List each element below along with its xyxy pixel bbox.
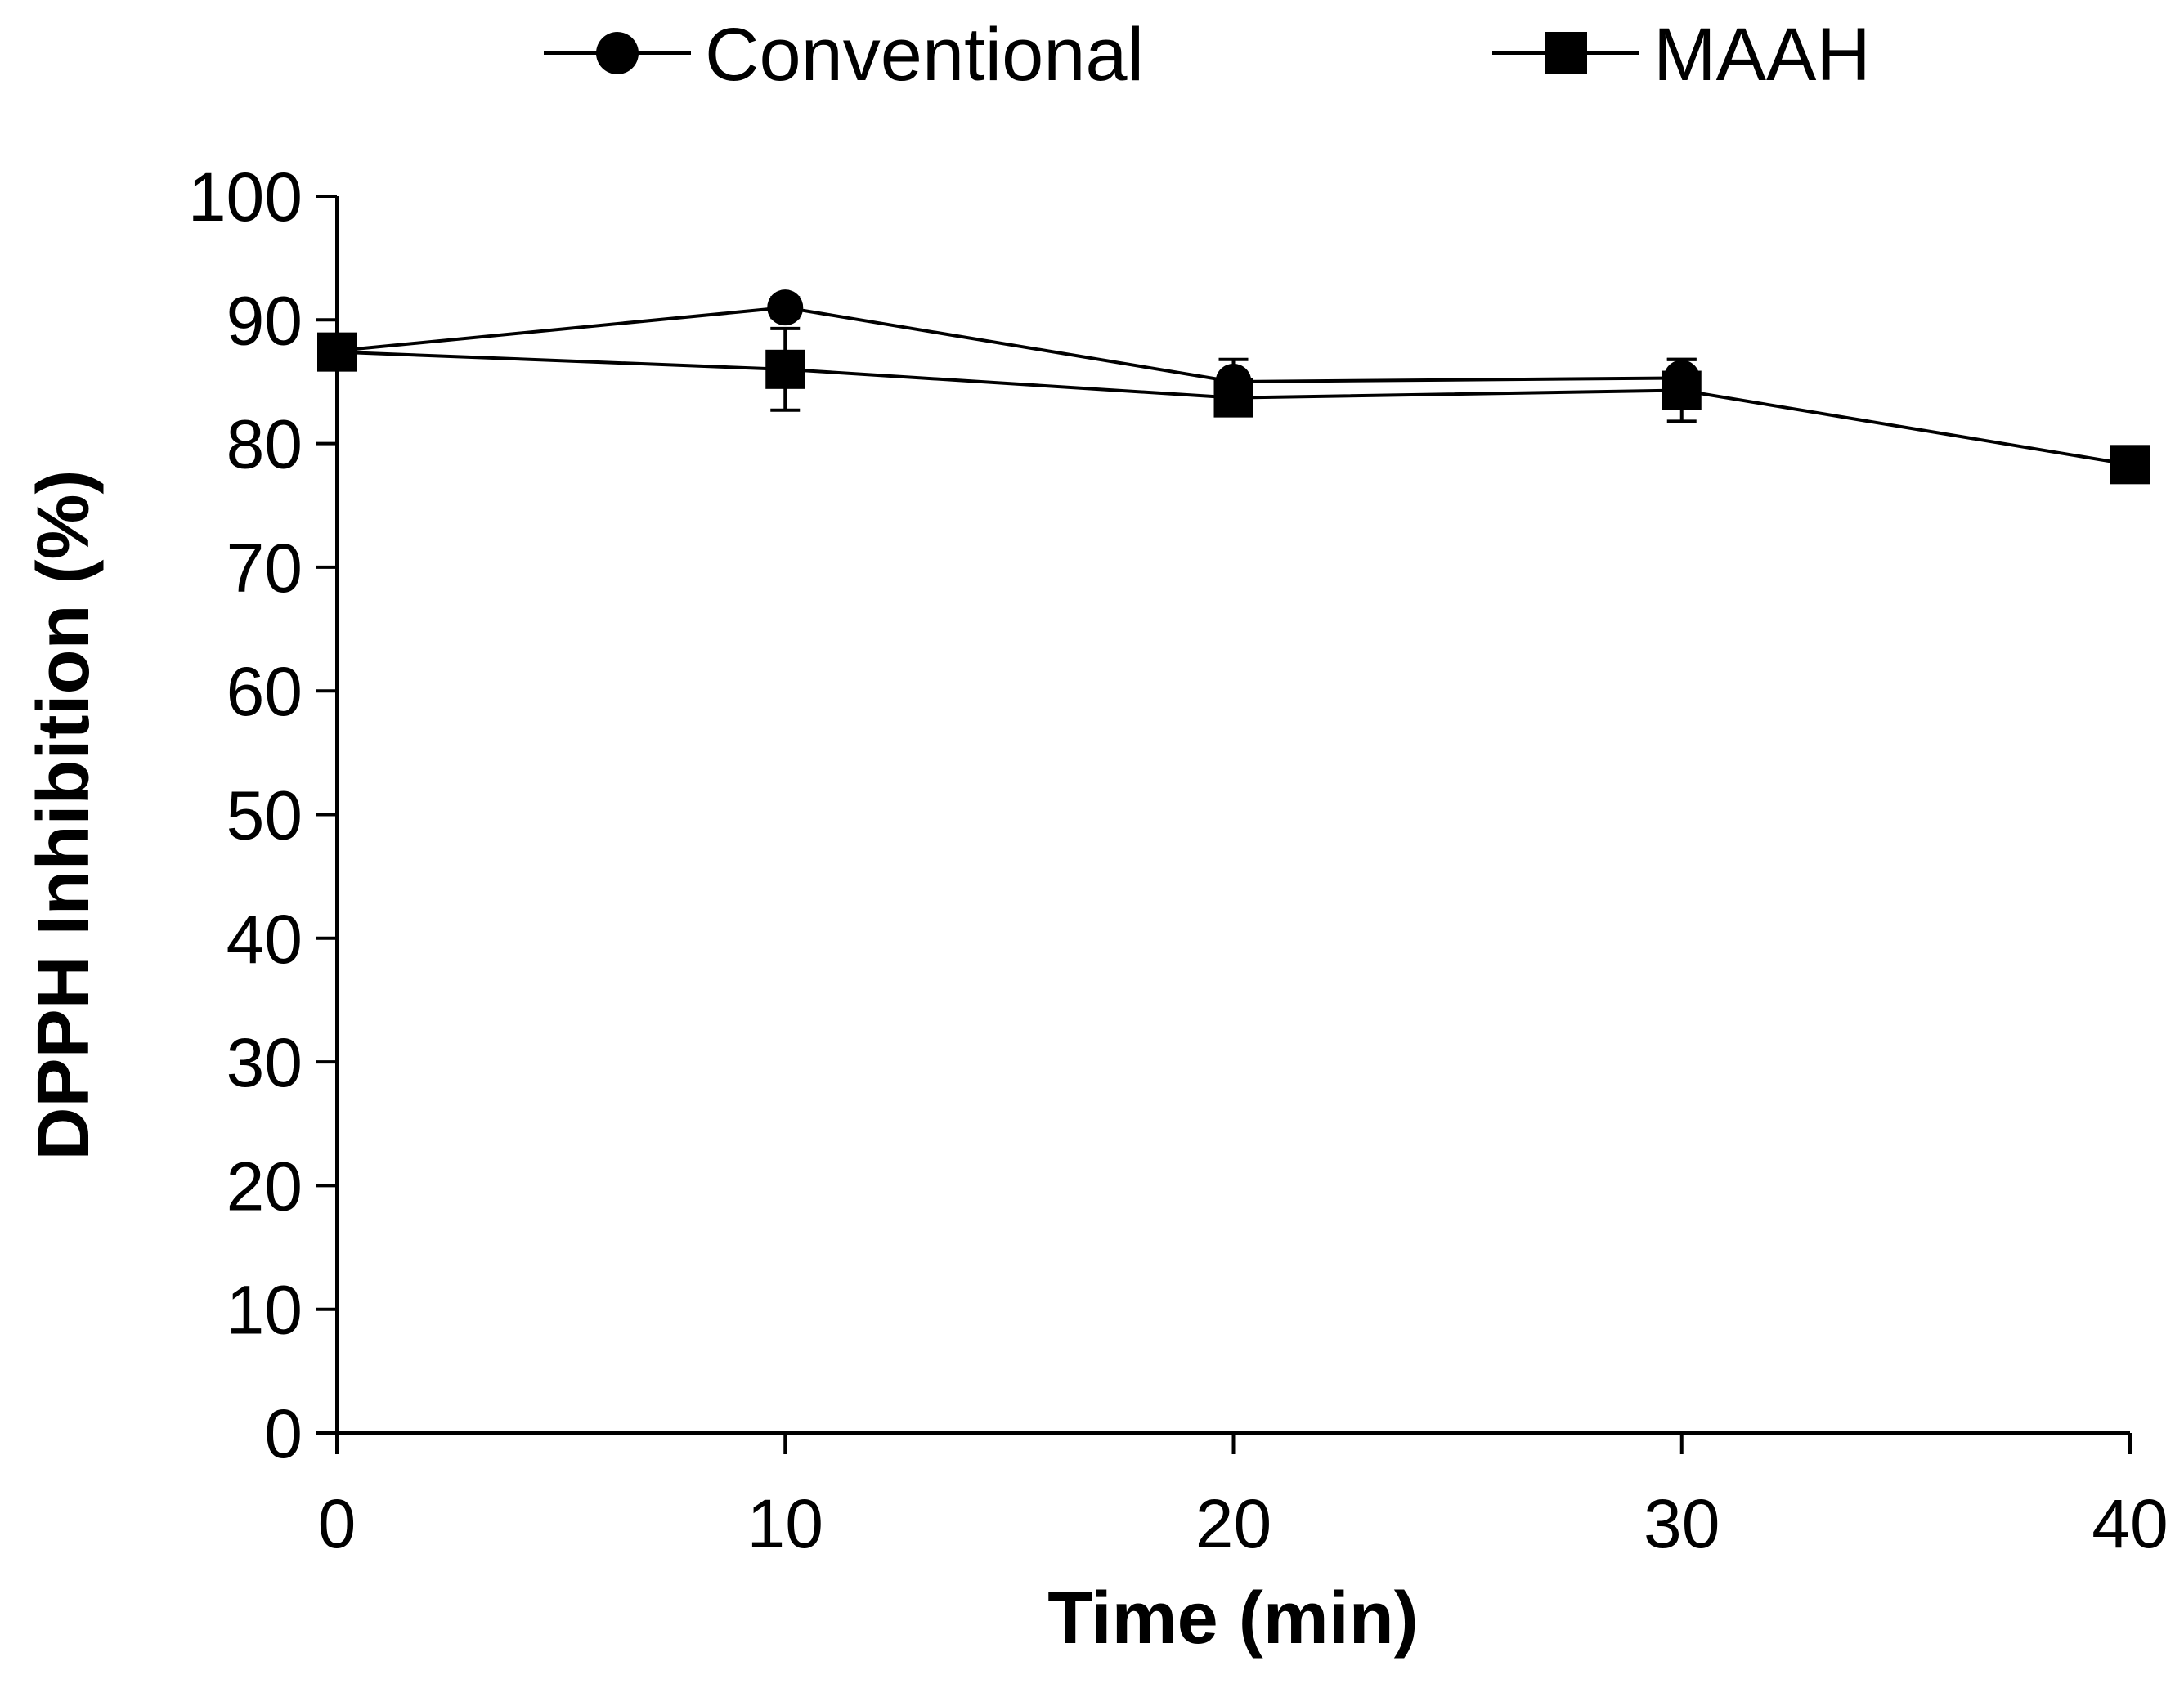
series-conventional — [319, 289, 1700, 406]
y-tick-label: 80 — [226, 406, 303, 483]
y-tick-label: 100 — [188, 159, 303, 235]
x-tick-label: 0 — [318, 1485, 357, 1562]
y-tick-label: 90 — [226, 282, 303, 359]
legend: Conventional MAAH — [544, 13, 1871, 96]
legend-marker-square — [1545, 32, 1587, 74]
y-tick-label: 0 — [264, 1395, 303, 1472]
point-maah — [317, 332, 357, 372]
legend-item-conventional: Conventional — [544, 13, 1144, 96]
y-tick-label: 20 — [226, 1148, 303, 1225]
x-tick-label: 10 — [747, 1485, 823, 1562]
x-tick-label: 30 — [1644, 1485, 1720, 1562]
y-tick-label: 60 — [226, 653, 303, 730]
legend-label-maah: MAAH — [1653, 13, 1871, 96]
axes: 0 10 20 30 40 50 60 70 80 90 100 0 10 20 30 40 — [188, 159, 2168, 1562]
y-axis-title: DPPH Inhibition (%) — [23, 470, 105, 1161]
y-tick-label: 10 — [226, 1272, 303, 1349]
point-conventional — [767, 289, 804, 326]
plot-area — [317, 289, 2150, 485]
legend-item-maah: MAAH — [1492, 13, 1871, 96]
point-maah — [765, 349, 805, 389]
series-line-conventional — [336, 306, 1682, 383]
legend-marker-circle — [596, 32, 639, 74]
x-ticks: 0 10 20 30 40 — [318, 1433, 2168, 1562]
x-axis-title: Time (min) — [1047, 1578, 1418, 1659]
y-tick-label: 30 — [226, 1024, 303, 1101]
x-tick-label: 40 — [2092, 1485, 2168, 1562]
series-maah — [317, 326, 2150, 485]
point-maah — [1662, 370, 1702, 410]
point-maah — [1213, 378, 1253, 418]
x-tick-label: 20 — [1195, 1485, 1271, 1562]
y-tick-label: 70 — [226, 530, 303, 607]
point-maah — [2110, 445, 2150, 485]
y-ticks: 0 10 20 30 40 50 60 70 80 90 100 — [188, 159, 337, 1472]
y-tick-label: 50 — [226, 777, 303, 854]
legend-label-conventional: Conventional — [705, 13, 1144, 96]
y-tick-label: 40 — [226, 901, 303, 978]
